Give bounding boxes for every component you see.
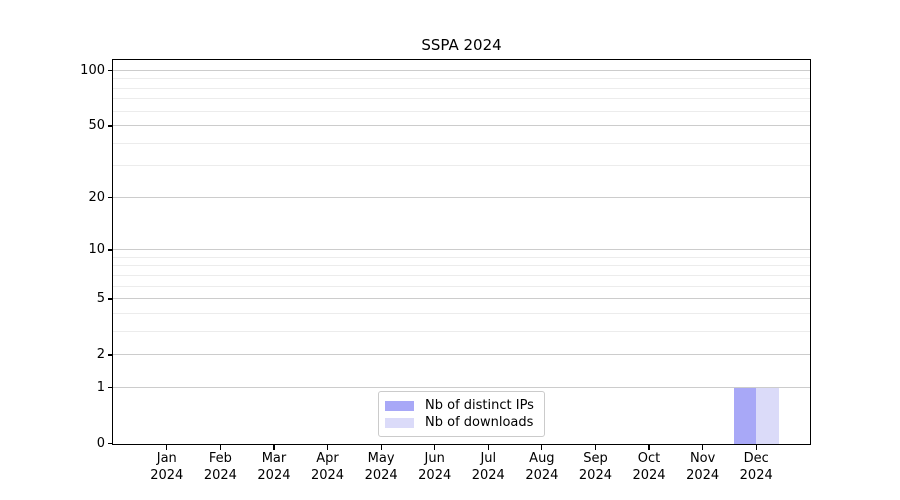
- y-gridline-minor: [113, 331, 810, 333]
- y-gridline-minor: [113, 110, 810, 112]
- x-tick: [541, 445, 543, 450]
- x-tick: [219, 445, 221, 450]
- y-gridline-major: [113, 69, 810, 71]
- y-gridline-major: [113, 196, 810, 198]
- x-tick: [702, 445, 704, 450]
- y-tick: [107, 197, 112, 199]
- legend-swatch-distinct-ips: [385, 400, 414, 411]
- chart-title: SSPA 2024: [421, 36, 502, 54]
- y-tick-label: 20: [88, 189, 105, 205]
- x-tick: [326, 445, 329, 450]
- y-gridline-major: [113, 354, 810, 356]
- y-tick-label: 5: [96, 290, 105, 306]
- x-tick-label: Jun 2024: [418, 451, 452, 483]
- y-gridline-minor: [113, 98, 810, 100]
- y-gridline-minor: [113, 142, 810, 144]
- legend: Nb of distinct IPs Nb of downloads: [378, 391, 545, 437]
- y-tick-label: 100: [80, 62, 105, 78]
- y-gridline-major: [113, 387, 810, 389]
- y-gridline-minor: [113, 265, 810, 267]
- legend-label-downloads: Nb of downloads: [425, 415, 534, 430]
- legend-item-distinct-ips: Nb of distinct IPs: [385, 397, 536, 414]
- y-gridline-minor: [113, 78, 810, 80]
- bar-nb-of-downloads: [756, 387, 779, 444]
- x-tick: [594, 445, 597, 450]
- x-tick-label: May 2024: [364, 451, 398, 483]
- bar-nb-of-distinct-ips: [733, 387, 756, 444]
- y-gridline-major: [113, 249, 810, 251]
- x-tick-label: Feb 2024: [203, 451, 237, 483]
- y-tick: [107, 354, 112, 356]
- y-gridline-minor: [113, 165, 810, 167]
- x-tick: [273, 445, 275, 450]
- y-tick-label: 2: [96, 346, 105, 362]
- x-tick: [755, 445, 757, 450]
- y-gridline-minor: [113, 312, 810, 314]
- legend-item-downloads: Nb of downloads: [385, 414, 536, 431]
- legend-label-distinct-ips: Nb of distinct IPs: [425, 398, 534, 413]
- y-gridline-minor: [113, 285, 810, 287]
- x-tick: [648, 445, 650, 450]
- x-tick-label: Jul 2024: [471, 451, 505, 483]
- y-tick-label: 1: [96, 379, 105, 395]
- y-tick: [107, 387, 112, 389]
- legend-swatch-downloads: [385, 417, 414, 428]
- y-gridline-minor: [113, 256, 810, 258]
- y-tick: [107, 298, 112, 300]
- y-tick: [107, 70, 112, 72]
- y-tick: [107, 249, 112, 251]
- y-tick-label: 10: [88, 241, 105, 257]
- x-tick-label: Apr 2024: [310, 451, 345, 483]
- x-tick-label: Nov 2024: [686, 451, 720, 483]
- y-tick: [107, 125, 112, 127]
- y-gridline-major: [113, 125, 810, 127]
- y-gridline-minor: [113, 274, 810, 276]
- x-tick-label: Mar 2024: [257, 451, 291, 483]
- x-tick: [166, 445, 168, 450]
- x-tick-label: Oct 2024: [632, 451, 666, 483]
- y-tick-label: 0: [96, 435, 105, 451]
- x-tick: [434, 445, 436, 450]
- x-tick-label: Aug 2024: [525, 451, 559, 483]
- y-tick: [107, 443, 112, 445]
- y-gridline-minor: [113, 87, 810, 89]
- x-tick-label: Dec 2024: [739, 451, 773, 483]
- x-tick-label: Sep 2024: [578, 451, 612, 483]
- plot-area: [112, 59, 811, 445]
- x-tick: [380, 445, 382, 450]
- x-tick-label: Jan 2024: [150, 451, 184, 483]
- x-tick: [487, 445, 489, 450]
- y-gridline-major: [113, 298, 810, 300]
- y-tick-label: 50: [88, 117, 105, 133]
